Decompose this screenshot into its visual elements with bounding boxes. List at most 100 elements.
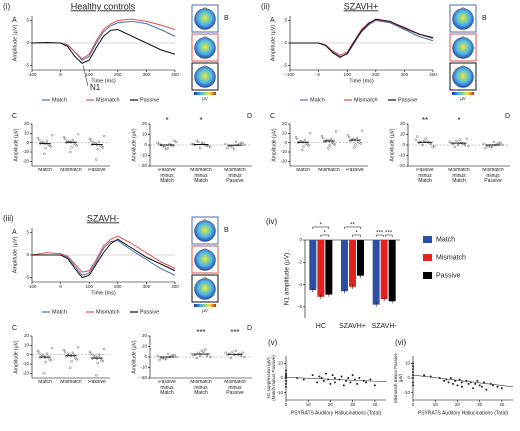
data-point bbox=[224, 142, 227, 146]
data-point bbox=[43, 152, 46, 156]
x-tick-label: 200 bbox=[114, 72, 122, 77]
bar bbox=[380, 240, 388, 300]
y-tick-label: 20 bbox=[142, 333, 148, 338]
y-tick-label: 0 bbox=[280, 375, 283, 380]
x-tick-label: 20 bbox=[328, 402, 334, 407]
topo-map bbox=[194, 278, 216, 300]
data-point bbox=[232, 147, 236, 151]
data-point bbox=[49, 359, 53, 362]
y-tick-label: 0 bbox=[299, 237, 302, 242]
data-point bbox=[95, 158, 98, 161]
data-point bbox=[239, 141, 243, 145]
data-point bbox=[65, 141, 68, 144]
category-label-box: Mismatch bbox=[60, 168, 81, 173]
colorbar bbox=[194, 92, 216, 95]
erp-line bbox=[31, 28, 176, 64]
y-tick-label: -20 bbox=[140, 375, 147, 380]
data-point bbox=[359, 142, 363, 145]
bar bbox=[325, 240, 333, 295]
data-point bbox=[166, 352, 170, 356]
data-point bbox=[492, 140, 496, 144]
y-tick-label: 10 bbox=[278, 361, 284, 366]
data-point bbox=[499, 141, 502, 145]
data-point bbox=[164, 147, 168, 151]
data-point bbox=[412, 374, 414, 377]
data-point bbox=[342, 384, 345, 387]
legend-label: Passive bbox=[436, 272, 461, 279]
data-point bbox=[224, 351, 227, 354]
data-point bbox=[195, 139, 198, 143]
y-tick-label: -20 bbox=[398, 163, 405, 168]
topo-map bbox=[194, 37, 216, 59]
topo-nose bbox=[202, 247, 208, 251]
data-point bbox=[301, 148, 304, 152]
category-label-box: Mismatch minus Match bbox=[448, 168, 469, 184]
y-axis-label: (Match minus Passive) bbox=[271, 355, 276, 401]
data-point bbox=[412, 365, 414, 368]
y-tick-label: 0 bbox=[26, 352, 29, 357]
data-point bbox=[460, 381, 463, 384]
panel-letter: A bbox=[12, 229, 17, 236]
y-axis-label: Amplitude (µV) bbox=[131, 128, 137, 162]
panel-letter: C bbox=[270, 113, 275, 120]
data-point bbox=[329, 382, 332, 385]
legend-label: Mismatch bbox=[354, 97, 378, 103]
data-point bbox=[347, 135, 351, 139]
data-point bbox=[40, 140, 43, 143]
data-point bbox=[443, 379, 446, 382]
group-title: SZAVH- bbox=[87, 213, 119, 223]
y-tick-label: 0 bbox=[407, 375, 410, 380]
legend-label: Passive bbox=[140, 309, 159, 315]
data-point bbox=[311, 374, 314, 377]
data-point bbox=[285, 382, 287, 385]
data-point bbox=[76, 133, 80, 136]
data-point bbox=[71, 351, 75, 354]
data-point bbox=[71, 138, 75, 142]
x-tick-label: Mismatch bbox=[318, 168, 340, 173]
data-point bbox=[96, 361, 99, 365]
erp-line bbox=[290, 18, 434, 58]
data-point bbox=[97, 140, 101, 143]
data-point bbox=[285, 369, 287, 372]
x-tick-label: Match bbox=[38, 380, 52, 385]
y-tick-label: -5 bbox=[25, 63, 29, 68]
data-point bbox=[356, 382, 359, 385]
data-point bbox=[447, 381, 450, 384]
significance-label: ** bbox=[350, 223, 355, 229]
data-point bbox=[89, 352, 93, 355]
panel-number: (vi) bbox=[395, 338, 406, 347]
panel-number: (iv) bbox=[266, 217, 277, 226]
data-point bbox=[209, 145, 212, 149]
y-tick-label: -20 bbox=[22, 371, 29, 376]
data-point bbox=[63, 137, 67, 141]
data-point bbox=[89, 139, 93, 143]
x-tick-label: 10 bbox=[306, 402, 312, 407]
data-point bbox=[63, 350, 67, 354]
data-point bbox=[412, 371, 414, 374]
data-point bbox=[66, 352, 69, 355]
colorbar bbox=[194, 304, 216, 307]
data-point bbox=[327, 147, 330, 150]
data-point bbox=[327, 378, 330, 381]
y-axis-label: N1 suppression (µV) bbox=[266, 357, 271, 399]
data-point bbox=[449, 377, 452, 379]
data-point bbox=[102, 347, 106, 351]
x-tick-label: 100 bbox=[85, 72, 93, 77]
data-point bbox=[429, 142, 433, 146]
data-point bbox=[465, 137, 468, 140]
x-tick-label: Passive bbox=[88, 380, 106, 385]
data-point bbox=[340, 375, 343, 378]
data-point bbox=[166, 146, 170, 150]
data-point bbox=[49, 145, 53, 148]
data-point bbox=[355, 136, 359, 140]
data-point bbox=[485, 388, 488, 391]
data-point bbox=[496, 385, 499, 388]
significance-bracket bbox=[352, 234, 361, 237]
y-tick-label: -2 bbox=[298, 259, 302, 264]
x-tick-label: 40 bbox=[372, 402, 378, 407]
data-point bbox=[234, 140, 238, 144]
x-tick-label: 300 bbox=[143, 284, 151, 289]
data-point bbox=[480, 385, 483, 388]
